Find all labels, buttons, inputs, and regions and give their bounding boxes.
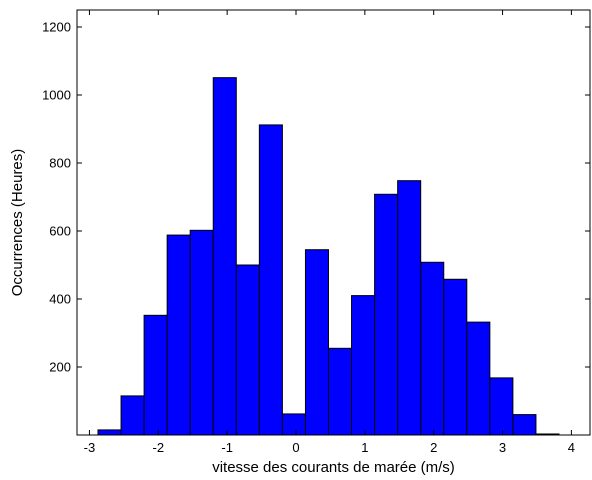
histogram-bar — [143, 314, 168, 436]
x-tick-label: 2 — [430, 440, 437, 455]
histogram-bar — [351, 295, 376, 436]
x-tick-label: 3 — [499, 440, 506, 455]
y-tick-label: 200 — [49, 360, 71, 375]
histogram-bar — [443, 278, 468, 436]
y-tick-label: 600 — [49, 224, 71, 239]
x-tick-label: -2 — [153, 440, 165, 455]
y-tick-label: 1200 — [42, 20, 71, 35]
histogram-bar — [489, 377, 514, 436]
histogram-bar — [374, 193, 399, 436]
histogram-bar — [328, 347, 353, 436]
histogram-bar — [420, 261, 445, 436]
histogram-bar — [120, 395, 145, 436]
y-tick-label: 400 — [49, 292, 71, 307]
histogram-bar — [281, 413, 306, 436]
x-tick-label: 1 — [361, 440, 368, 455]
x-tick-label: 4 — [568, 440, 575, 455]
y-axis-label: Occurrences (Heures) — [9, 149, 26, 297]
x-tick-label: 0 — [292, 440, 299, 455]
x-tick-label: -1 — [221, 440, 233, 455]
histogram-bars — [97, 77, 560, 436]
x-tick-label: -3 — [84, 440, 96, 455]
axis-ticks: -3 -2 -1 0 1 2 3 4 200 400 600 800 1000 1200 — [42, 10, 590, 455]
histogram-bar — [189, 229, 214, 436]
histogram-bar — [512, 414, 537, 436]
y-tick-label: 1000 — [42, 88, 71, 103]
histogram-bar — [212, 77, 237, 436]
histogram-bar — [235, 264, 260, 436]
histogram-bar — [97, 429, 122, 436]
histogram-bar — [304, 249, 330, 436]
axes-frame — [76, 9, 591, 436]
y-tick-label: 800 — [49, 156, 71, 171]
histogram-bar — [258, 124, 283, 436]
histogram-bar — [466, 321, 491, 436]
histogram-bar — [166, 234, 191, 436]
x-axis-label: vitesse des courants de marée (m/s) — [212, 459, 455, 476]
histogram-bar — [397, 180, 422, 436]
